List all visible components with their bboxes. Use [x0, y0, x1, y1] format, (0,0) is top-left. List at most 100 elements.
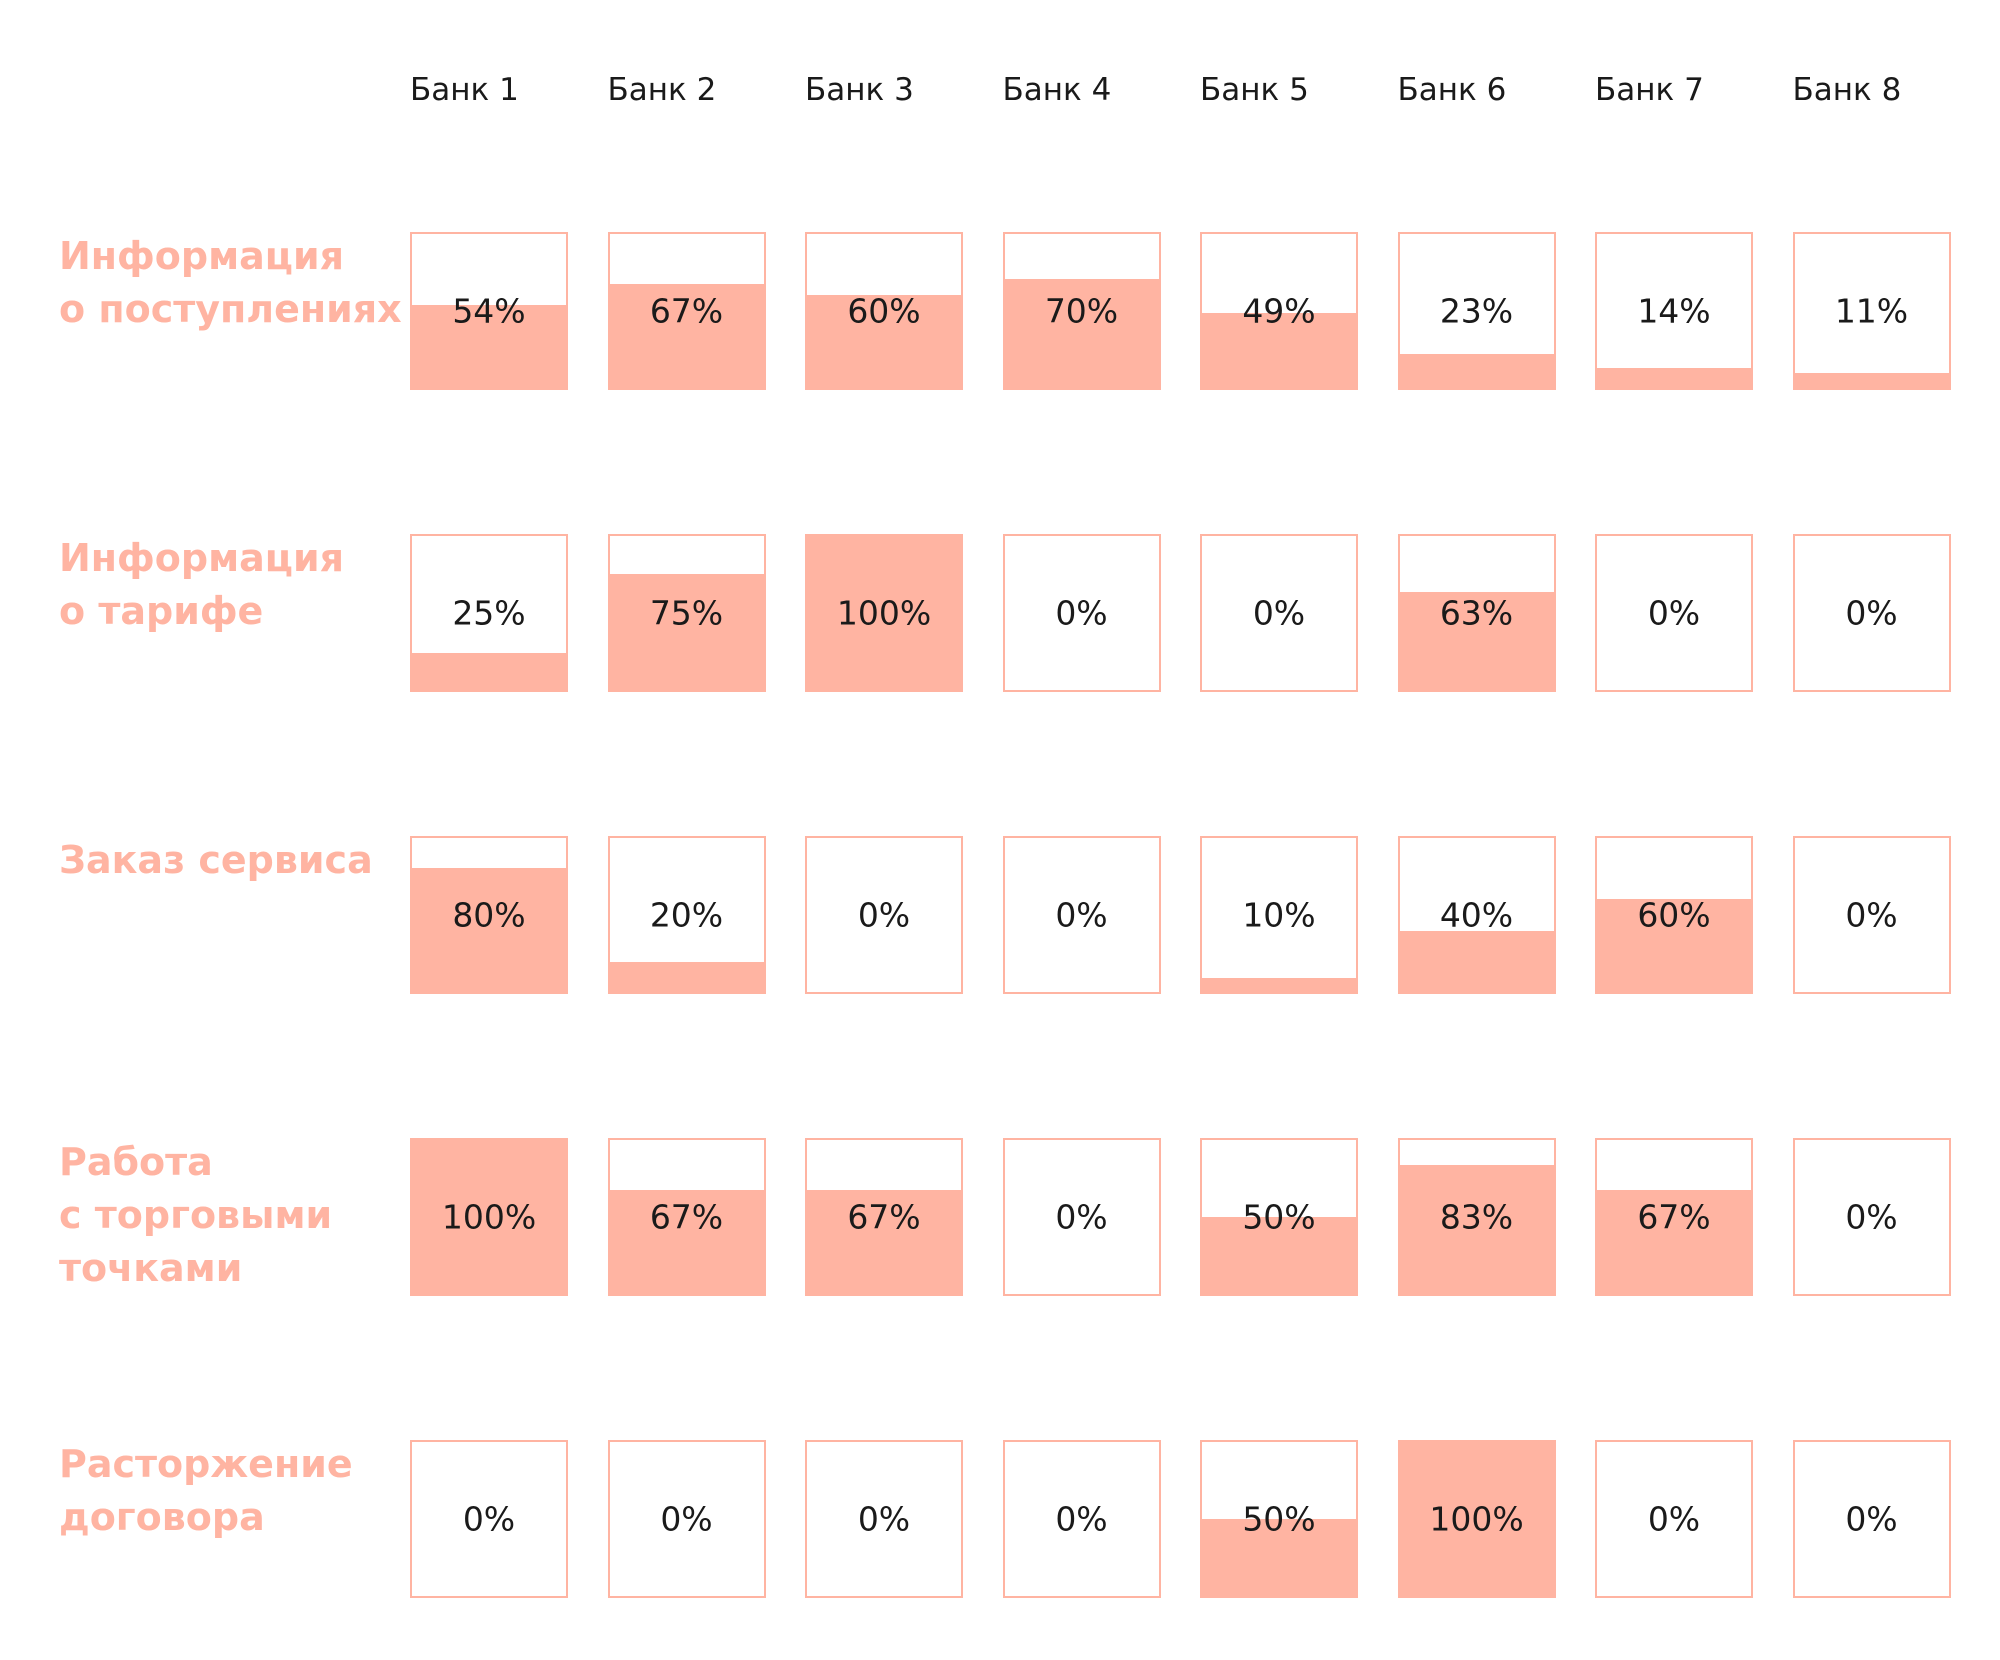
cell-value-label: 100%: [1429, 1499, 1524, 1539]
cell-row5-bank2: 0%: [607, 1440, 766, 1598]
cell-fill-bar: [1397, 930, 1556, 994]
cell-fill-bar: [1200, 1217, 1358, 1296]
cell-fill-bar: [410, 1138, 568, 1296]
cell-value-label: 0%: [1055, 1499, 1108, 1539]
cell-fill-bar: [805, 295, 963, 390]
row-label-line: Работа: [59, 1140, 213, 1184]
cell-value-label: 50%: [1242, 1197, 1316, 1237]
cell-row4-bank8: 0%: [1792, 1138, 1951, 1296]
cell-row2-bank1: 25%: [410, 534, 568, 692]
cell-fill-bar: [410, 867, 568, 994]
cell-fill-bar: [1200, 1519, 1358, 1598]
cell-value-label: 0%: [1845, 895, 1898, 935]
row-label-line: с торговыми: [59, 1193, 333, 1237]
cell-row1-bank1: 54%: [410, 232, 568, 390]
cell-value-label: 0%: [1055, 895, 1108, 935]
cell-row1-bank8: 11%: [1792, 232, 1951, 390]
bank-header-1: Банк 1: [410, 72, 519, 108]
row-label-3: Заказ сервиса: [59, 834, 389, 887]
row-label-line: договора: [59, 1495, 265, 1539]
row-label-4: Работа с торговыми точками: [59, 1136, 389, 1295]
cell-value-label: 75%: [649, 593, 724, 633]
cell-fill-bar: [805, 1190, 963, 1296]
row-label-line: Заказ сервиса: [59, 838, 373, 882]
cell-fill-bar: [1595, 899, 1753, 994]
cell-fill-bar: [1397, 592, 1556, 692]
cell-value-label: 60%: [847, 291, 921, 331]
cell-value-label: 67%: [847, 1197, 921, 1237]
cell-row5-bank8: 0%: [1792, 1440, 1951, 1598]
cell-row1-bank6: 23%: [1397, 232, 1556, 390]
cell-value-label: 50%: [1242, 1499, 1316, 1539]
cell-fill-bar: [1397, 1164, 1556, 1296]
cell-value-label: 54%: [452, 291, 526, 331]
cell-row4-bank7: 67%: [1595, 1138, 1753, 1296]
cell-row3-bank3: 0%: [805, 836, 963, 994]
cell-row3-bank7: 60%: [1595, 836, 1753, 994]
cell-fill-bar: [1397, 1440, 1556, 1598]
cell-row4-bank4: 0%: [1002, 1138, 1161, 1296]
cell-row1-bank5: 49%: [1200, 232, 1358, 390]
cell-row3-bank2: 20%: [607, 836, 766, 994]
cell-fill-bar: [805, 534, 963, 692]
cell-value-label: 11%: [1834, 291, 1909, 331]
cell-value-label: 63%: [1439, 593, 1514, 633]
cell-row1-bank3: 60%: [805, 232, 963, 390]
cell-row3-bank8: 0%: [1792, 836, 1951, 994]
cell-fill-bar: [410, 652, 568, 692]
row-label-1: Информация о поступлениях: [59, 230, 402, 336]
cell-value-label: 0%: [462, 1499, 516, 1539]
cell-row3-bank6: 40%: [1397, 836, 1556, 994]
cell-value-label: 100%: [836, 593, 932, 633]
cell-fill-bar: [607, 962, 766, 994]
cell-row3-bank1: 80%: [410, 836, 568, 994]
cell-value-label: 0%: [1647, 1499, 1701, 1539]
row-label-line: Расторжение: [59, 1442, 353, 1486]
cell-value-label: 0%: [857, 1499, 911, 1539]
bank-header-2: Банк 2: [607, 72, 717, 108]
cell-value-label: 0%: [1647, 593, 1701, 633]
cell-row2-bank8: 0%: [1792, 534, 1951, 692]
cell-row4-bank1: 100%: [410, 1138, 568, 1296]
cell-value-label: 67%: [649, 291, 724, 331]
cell-row5-bank3: 0%: [805, 1440, 963, 1598]
cell-fill-bar: [1595, 1190, 1753, 1296]
cell-value-label: 0%: [857, 895, 911, 935]
cell-row4-bank6: 83%: [1397, 1138, 1556, 1296]
cell-row4-bank5: 50%: [1200, 1138, 1358, 1296]
row-label-line: Информация: [59, 234, 344, 278]
cell-value-label: 20%: [649, 895, 724, 935]
cell-row2-bank4: 0%: [1002, 534, 1161, 692]
cell-row5-bank4: 0%: [1002, 1440, 1161, 1598]
cell-fill-bar: [1200, 312, 1358, 390]
cell-value-label: 40%: [1439, 895, 1514, 935]
bank-header-7: Банк 7: [1595, 72, 1704, 108]
cell-value-label: 83%: [1439, 1197, 1514, 1237]
cell-value-label: 23%: [1439, 291, 1514, 331]
bank-header-4: Банк 4: [1002, 72, 1112, 108]
cell-row5-bank6: 100%: [1397, 1440, 1556, 1598]
cell-row2-bank5: 0%: [1200, 534, 1358, 692]
cell-fill-bar: [607, 573, 766, 692]
row-label-5: Расторжение договора: [59, 1438, 389, 1544]
cell-value-label: 0%: [1845, 1499, 1898, 1539]
cell-row1-bank7: 14%: [1595, 232, 1753, 390]
bank-header-6: Банк 6: [1397, 72, 1507, 108]
cell-row3-bank4: 0%: [1002, 836, 1161, 994]
cell-fill-bar: [1792, 372, 1951, 390]
cell-fill-bar: [1397, 353, 1556, 390]
cell-row5-bank1: 0%: [410, 1440, 568, 1598]
cell-row5-bank5: 50%: [1200, 1440, 1358, 1598]
cell-row2-bank3: 100%: [805, 534, 963, 692]
row-label-line: о тарифе: [59, 589, 264, 633]
cell-row4-bank3: 67%: [805, 1138, 963, 1296]
cell-value-label: 67%: [649, 1197, 724, 1237]
cell-fill-bar: [1595, 367, 1753, 390]
cell-fill-bar: [410, 304, 568, 390]
cell-value-label: 100%: [441, 1197, 537, 1237]
bank-header-8: Банк 8: [1792, 72, 1902, 108]
cell-row2-bank6: 63%: [1397, 534, 1556, 692]
cell-row1-bank4: 70%: [1002, 232, 1161, 390]
cell-value-label: 0%: [1055, 1197, 1108, 1237]
